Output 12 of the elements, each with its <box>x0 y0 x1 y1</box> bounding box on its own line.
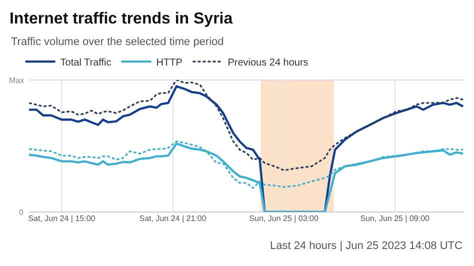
x-tick-label: Sat, Jun 24 | 21:00 <box>139 214 207 223</box>
text: 0 <box>19 208 24 217</box>
x-tick-label: Sun, Jun 25 | 03:00 <box>249 214 319 223</box>
y-axis-title: Max <box>9 76 24 85</box>
x-tick-label: Sat, Jun 24 | 15:00 <box>28 214 96 223</box>
chart-title: Internet traffic trends in Syria <box>9 10 233 28</box>
x-tick-label: Sun, Jun 25 | 09:00 <box>360 214 430 223</box>
text: Last 24 hours | Jun 25 2023 14:08 UTC <box>270 240 462 252</box>
legend-label: Total Traffic <box>60 57 112 68</box>
legend-label: HTTP <box>156 57 183 68</box>
legend-label: Previous 24 hours <box>228 57 308 68</box>
chart-subtitle: Traffic volume over the selected time period <box>11 36 224 48</box>
